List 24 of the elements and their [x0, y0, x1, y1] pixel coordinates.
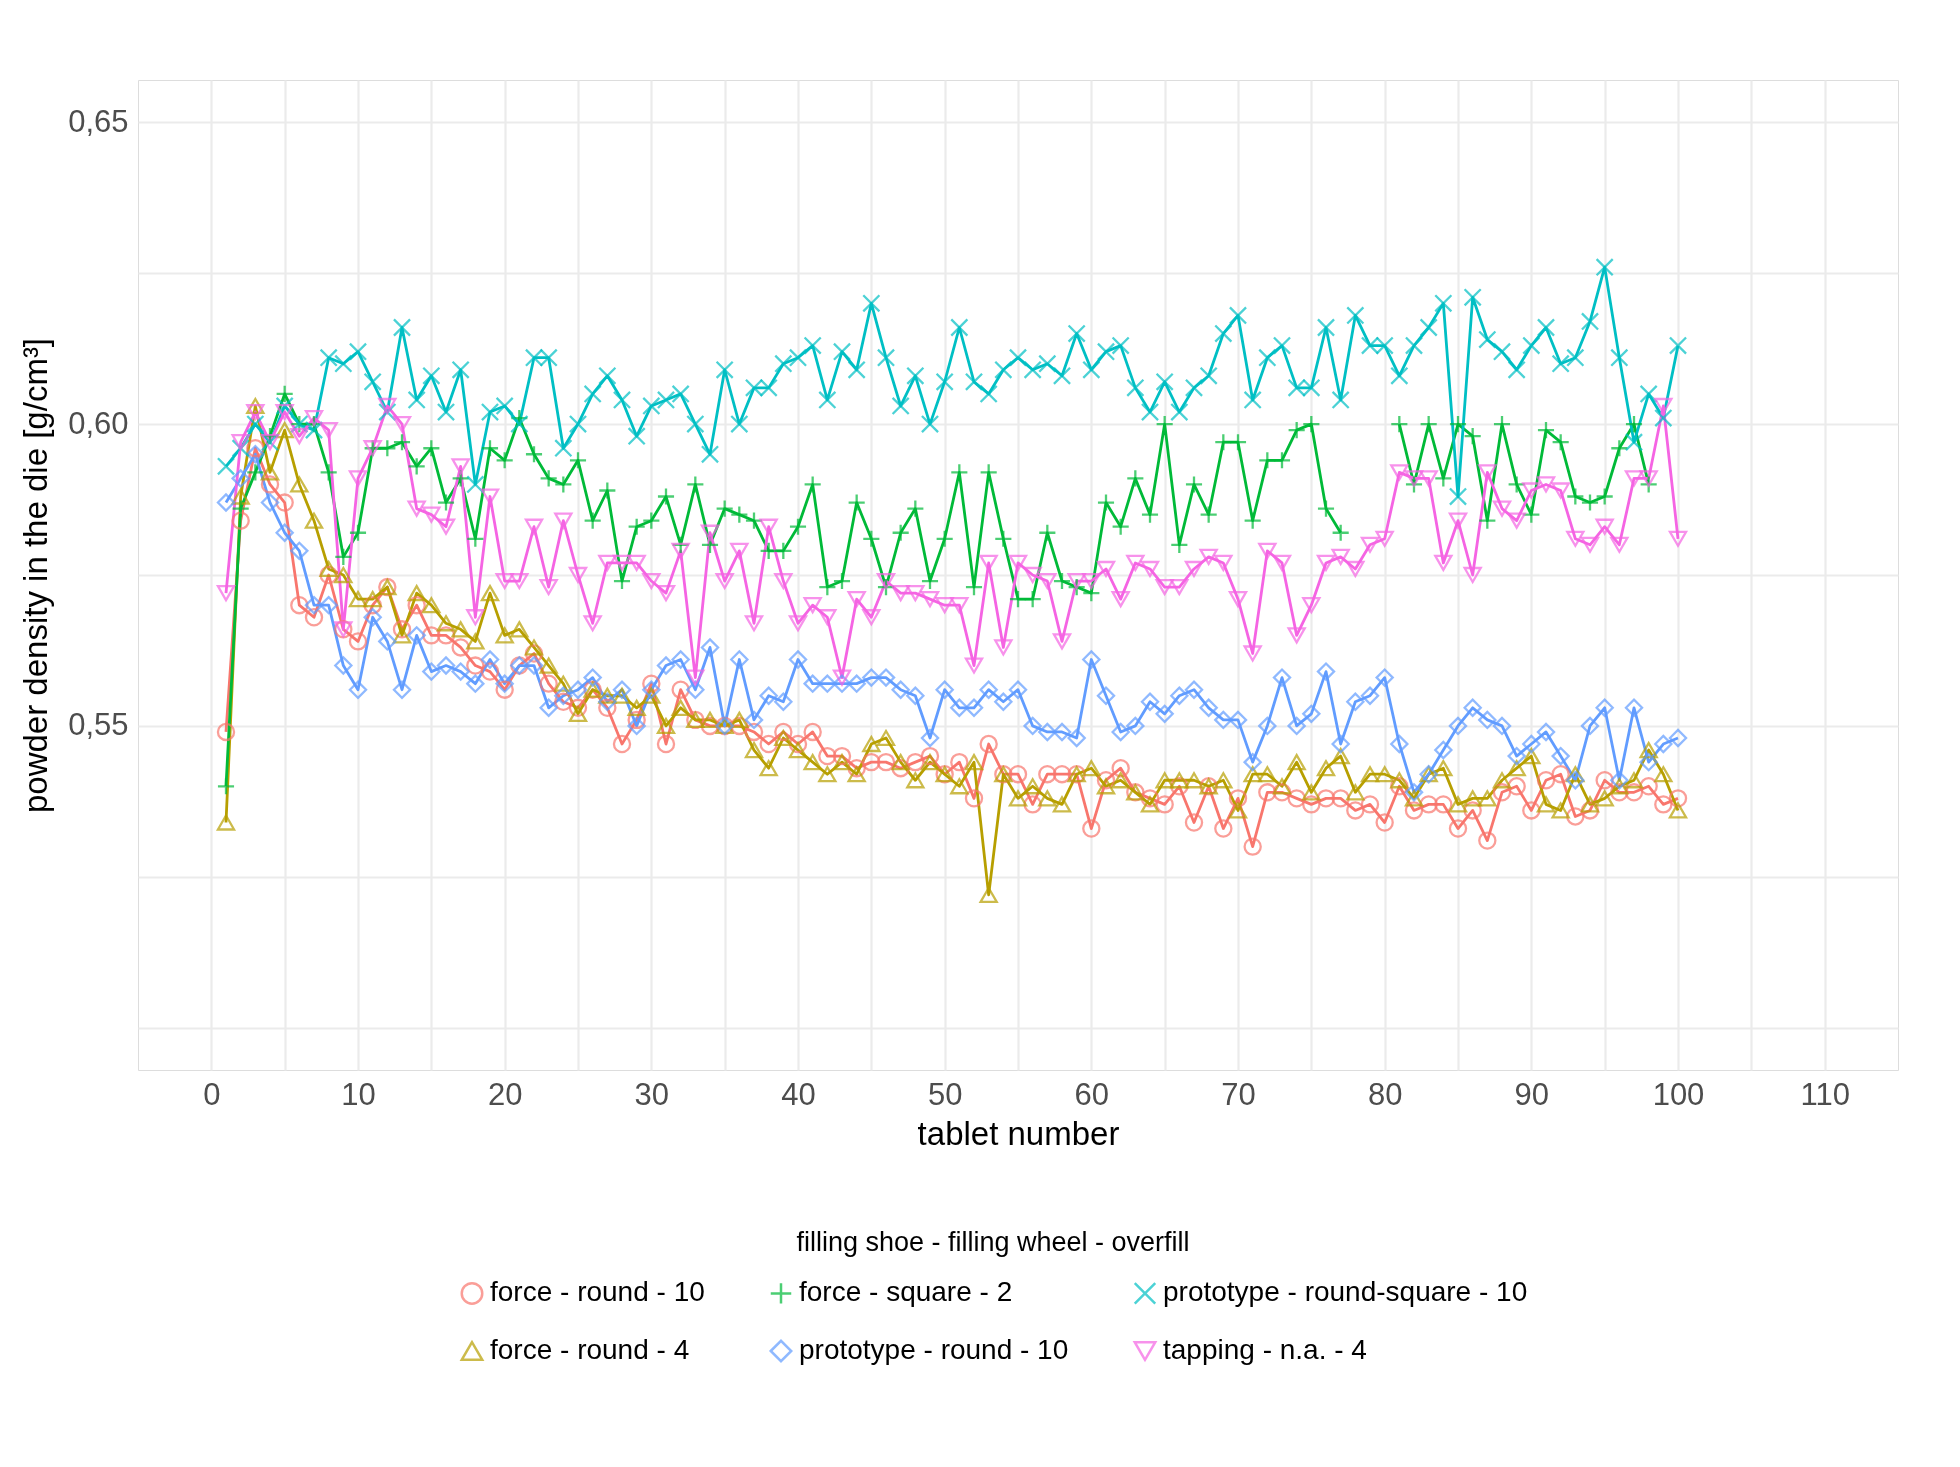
legend-label: tapping - n.a. - 4	[1163, 1334, 1367, 1365]
x-tick-label: 40	[781, 1076, 816, 1112]
legend-label: force - round - 4	[490, 1334, 690, 1365]
x-tick-label: 100	[1652, 1076, 1705, 1112]
x-tick-label: 80	[1367, 1076, 1403, 1112]
x-tick-label: 30	[634, 1076, 670, 1112]
legend-label: force - square - 2	[799, 1276, 1013, 1308]
x-tick-label: 50	[927, 1076, 963, 1112]
y-tick-label: 0,55	[68, 707, 129, 743]
x-tick-label: 90	[1514, 1076, 1550, 1112]
y-axis-title: powder density in the die [g/cm³]	[17, 337, 55, 814]
legend-title: filling shoe - filling wheel - overfill	[796, 1227, 1190, 1257]
x-tick-label: 20	[487, 1076, 523, 1112]
legend-label: force - round - 10	[490, 1276, 705, 1308]
y-tick-label: 0,65	[68, 103, 129, 139]
x-tick-label: 110	[1800, 1076, 1850, 1112]
x-tick-label: 60	[1074, 1076, 1110, 1112]
x-tick-label: 0	[203, 1076, 221, 1112]
x-axis-title: tablet number	[917, 1114, 1120, 1152]
x-tick-label: 70	[1221, 1076, 1256, 1112]
legend-label: prototype - round - 10	[799, 1334, 1069, 1365]
y-tick-label: 0,60	[68, 405, 129, 441]
x-tick-label: 10	[341, 1076, 376, 1112]
legend-label: prototype - round-square - 10	[1163, 1276, 1528, 1308]
